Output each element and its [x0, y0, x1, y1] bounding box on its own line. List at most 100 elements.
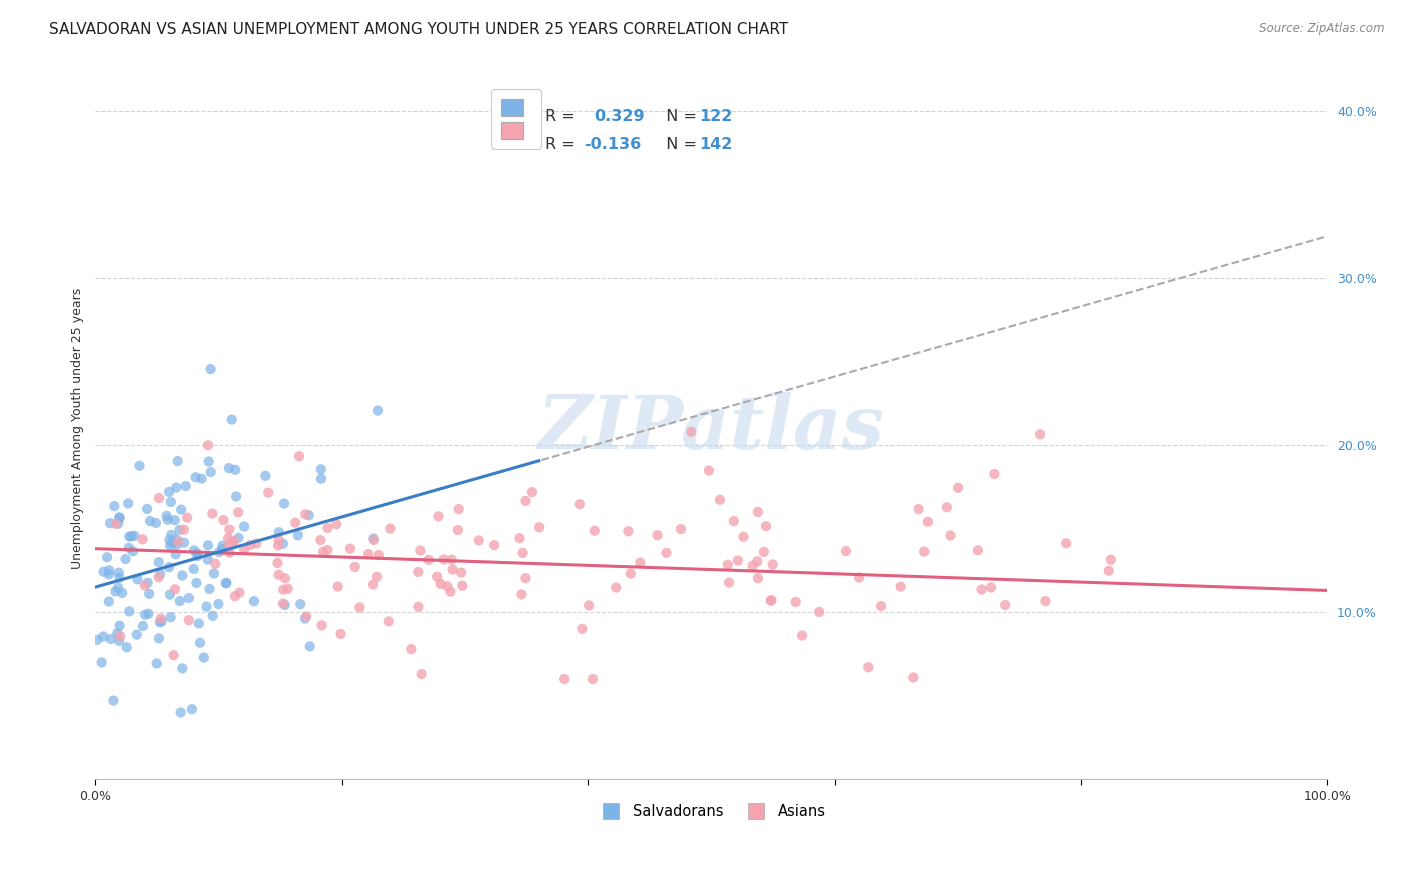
Point	[193, 650, 215, 665]
Point	[134, 607, 156, 622]
Point	[273, 497, 295, 511]
Point	[277, 582, 299, 596]
Point	[148, 491, 170, 505]
Point	[316, 543, 339, 558]
Point	[267, 525, 290, 540]
Point	[224, 589, 246, 603]
Point	[361, 577, 384, 591]
Point	[184, 470, 207, 484]
Point	[120, 529, 142, 543]
Point	[96, 550, 118, 565]
Point	[215, 576, 238, 591]
Point	[224, 463, 246, 477]
Point	[367, 548, 389, 562]
Point	[669, 522, 692, 536]
Point	[966, 543, 988, 558]
Point	[273, 598, 295, 612]
Point	[160, 495, 183, 509]
Point	[288, 449, 311, 463]
Point	[148, 555, 170, 569]
Point	[718, 575, 741, 590]
Point	[858, 660, 880, 674]
Point	[221, 412, 243, 426]
Point	[149, 615, 172, 630]
Point	[188, 636, 211, 650]
Point	[267, 567, 290, 582]
Point	[211, 542, 233, 557]
Point	[183, 562, 205, 576]
Point	[200, 465, 222, 479]
Point	[160, 536, 183, 550]
Point	[980, 581, 1002, 595]
Text: 0.329: 0.329	[595, 109, 645, 124]
Point	[166, 538, 188, 552]
Point	[870, 599, 893, 613]
Point	[527, 520, 550, 534]
Point	[118, 530, 141, 544]
Point	[309, 533, 332, 548]
Point	[145, 516, 167, 530]
Point	[571, 622, 593, 636]
Text: Source: ZipAtlas.com: Source: ZipAtlas.com	[1260, 22, 1385, 36]
Point	[515, 494, 537, 508]
Point	[935, 500, 957, 515]
Point	[363, 532, 385, 546]
Point	[343, 560, 366, 574]
Point	[271, 597, 294, 611]
Point	[1029, 427, 1052, 442]
Point	[628, 556, 651, 570]
Point	[108, 510, 131, 524]
Point	[215, 576, 238, 591]
Point	[1099, 552, 1122, 566]
Point	[170, 706, 193, 720]
Point	[156, 513, 179, 527]
Text: N =: N =	[657, 137, 702, 153]
Point	[733, 530, 755, 544]
Point	[186, 549, 208, 563]
Point	[426, 569, 449, 583]
Point	[329, 627, 352, 641]
Point	[578, 599, 600, 613]
Point	[723, 514, 745, 528]
Point	[439, 584, 461, 599]
Point	[162, 648, 184, 663]
Point	[917, 515, 939, 529]
Point	[111, 586, 134, 600]
Point	[166, 454, 188, 468]
Point	[339, 541, 361, 556]
Point	[160, 528, 183, 542]
Point	[233, 519, 256, 533]
Point	[266, 556, 288, 570]
Point	[197, 454, 219, 468]
Point	[401, 642, 423, 657]
Point	[136, 502, 159, 516]
Point	[139, 514, 162, 528]
Text: SALVADORAN VS ASIAN UNEMPLOYMENT AMONG YOUTH UNDER 25 YEARS CORRELATION CHART: SALVADORAN VS ASIAN UNEMPLOYMENT AMONG Y…	[49, 22, 789, 37]
Point	[254, 468, 277, 483]
Point	[294, 611, 316, 625]
Point	[418, 553, 440, 567]
Point	[165, 582, 187, 597]
Point	[174, 479, 197, 493]
Point	[107, 516, 129, 531]
Point	[325, 517, 347, 532]
Point	[86, 632, 108, 647]
Point	[447, 523, 470, 537]
Point	[134, 578, 156, 592]
Point	[553, 672, 575, 686]
Point	[155, 508, 177, 523]
Point	[316, 521, 339, 535]
Point	[166, 533, 188, 547]
Point	[108, 618, 131, 632]
Point	[620, 566, 643, 581]
Point	[145, 657, 167, 671]
Point	[98, 563, 121, 577]
Point	[617, 524, 640, 539]
Point	[311, 618, 333, 632]
Point	[197, 552, 219, 566]
Point	[103, 693, 125, 707]
Point	[366, 570, 388, 584]
Point	[98, 516, 121, 531]
Point	[233, 542, 256, 557]
Point	[441, 563, 464, 577]
